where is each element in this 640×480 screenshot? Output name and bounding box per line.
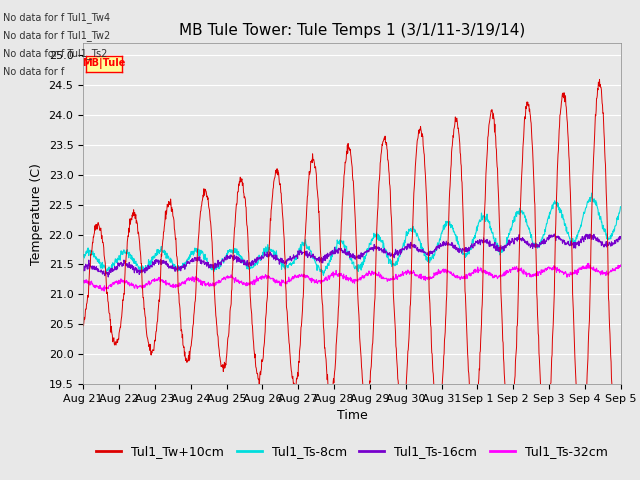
Tul1_Ts-32cm — [79, 279, 87, 285]
Tul1_Ts-16cm — [550, 231, 558, 237]
Tul1_Ts-32cm — [436, 270, 444, 276]
Text: No data for f Tul1_Tw2: No data for f Tul1_Tw2 — [3, 30, 111, 41]
Tul1_Ts-8cm — [259, 249, 267, 255]
Tul1_Ts-16cm — [186, 259, 194, 264]
X-axis label: Time: Time — [337, 409, 367, 422]
Tul1_Ts-16cm — [199, 259, 207, 264]
Tul1_Ts-32cm — [100, 288, 108, 294]
Tul1_Tw+10cm — [199, 195, 207, 201]
Line: Tul1_Ts-32cm: Tul1_Ts-32cm — [83, 264, 621, 291]
Tul1_Ts-8cm — [506, 230, 514, 236]
Tul1_Ts-8cm — [199, 249, 207, 255]
Tul1_Ts-16cm — [79, 268, 87, 274]
Tul1_Ts-16cm — [104, 274, 112, 280]
Tul1_Tw+10cm — [553, 183, 561, 189]
Tul1_Ts-16cm — [617, 235, 625, 241]
Tul1_Tw+10cm — [613, 453, 621, 458]
Tul1_Ts-16cm — [554, 235, 561, 240]
Text: MB|Tule: MB|Tule — [83, 59, 125, 69]
Tul1_Ts-32cm — [259, 275, 267, 281]
Line: Tul1_Ts-16cm: Tul1_Ts-16cm — [83, 234, 621, 277]
Tul1_Tw+10cm — [596, 76, 604, 82]
Tul1_Ts-8cm — [319, 273, 327, 278]
Tul1_Tw+10cm — [79, 323, 87, 329]
Tul1_Tw+10cm — [506, 427, 513, 433]
Tul1_Ts-32cm — [506, 266, 514, 272]
Text: No data for f: No data for f — [3, 67, 68, 77]
Tul1_Ts-8cm — [79, 253, 87, 259]
Line: Tul1_Tw+10cm: Tul1_Tw+10cm — [83, 79, 621, 456]
Text: No data for f Tul1_Tw4: No data for f Tul1_Tw4 — [3, 12, 110, 23]
Tul1_Tw+10cm — [259, 357, 267, 362]
Tul1_Ts-16cm — [436, 244, 444, 250]
Line: Tul1_Ts-8cm: Tul1_Ts-8cm — [83, 193, 621, 276]
Tul1_Ts-32cm — [617, 262, 625, 268]
Legend: Tul1_Tw+10cm, Tul1_Ts-8cm, Tul1_Ts-16cm, Tul1_Ts-32cm: Tul1_Tw+10cm, Tul1_Ts-8cm, Tul1_Ts-16cm,… — [92, 440, 612, 463]
Tul1_Tw+10cm — [186, 356, 193, 362]
Tul1_Ts-8cm — [588, 190, 595, 196]
Tul1_Ts-8cm — [436, 236, 444, 242]
Tul1_Ts-32cm — [199, 279, 207, 285]
Title: MB Tule Tower: Tule Temps 1 (3/1/11-3/19/14): MB Tule Tower: Tule Temps 1 (3/1/11-3/19… — [179, 23, 525, 38]
Tul1_Ts-8cm — [186, 252, 193, 258]
Tul1_Ts-32cm — [585, 261, 593, 266]
Tul1_Ts-32cm — [554, 264, 561, 270]
Tul1_Tw+10cm — [617, 419, 625, 425]
Text: No data for f Tul1_Ts2: No data for f Tul1_Ts2 — [3, 48, 108, 60]
Tul1_Ts-32cm — [186, 276, 194, 282]
Tul1_Ts-16cm — [506, 242, 514, 248]
Y-axis label: Temperature (C): Temperature (C) — [30, 163, 43, 264]
Tul1_Ts-16cm — [259, 255, 267, 261]
Tul1_Ts-8cm — [617, 204, 625, 209]
Tul1_Tw+10cm — [435, 410, 443, 416]
Tul1_Ts-8cm — [554, 199, 561, 205]
